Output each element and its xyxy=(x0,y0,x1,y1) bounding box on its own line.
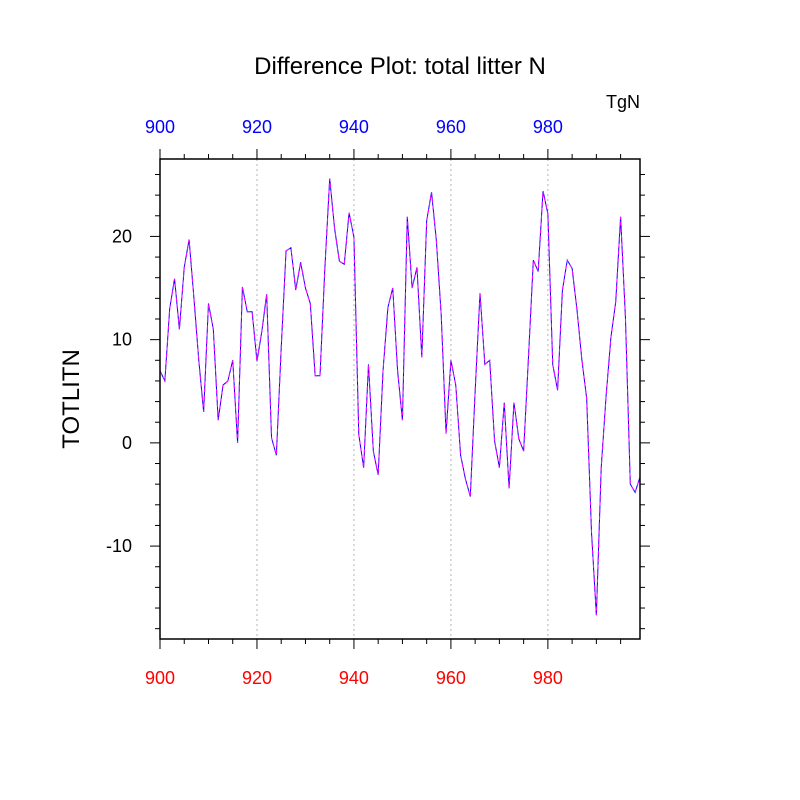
x-tick-label-top-920: 920 xyxy=(242,117,272,137)
axis-ticks xyxy=(150,149,650,649)
y-tick-label-20: 20 xyxy=(112,226,132,246)
y-axis-label: TOTLITN xyxy=(58,349,85,449)
x-tick-label-bottom-900: 900 xyxy=(145,668,175,688)
tick-labels: 900 900 920 920 940 940 960 960 980 980 -10 0 10 20 xyxy=(106,117,563,688)
x-tick-label-bottom-960: 960 xyxy=(436,668,466,688)
plot-frame xyxy=(159,158,641,640)
x-tick-label-top-960: 960 xyxy=(436,117,466,137)
series-line-2 xyxy=(159,178,641,616)
series-line-1 xyxy=(159,178,641,616)
x-tick-label-top-940: 940 xyxy=(339,117,369,137)
x-tick-label-bottom-980: 980 xyxy=(533,668,563,688)
x-tick-label-bottom-920: 920 xyxy=(242,668,272,688)
series-layer xyxy=(159,178,641,616)
x-tick-label-bottom-940: 940 xyxy=(339,668,369,688)
units-label: TgN xyxy=(606,92,640,112)
x-tick-label-top-900: 900 xyxy=(145,117,175,137)
y-tick-label-10: 10 xyxy=(112,330,132,350)
chart-title: Difference Plot: total litter N xyxy=(254,53,546,80)
x-tick-label-top-980: 980 xyxy=(533,117,563,137)
y-tick-label--10: -10 xyxy=(106,536,132,556)
grid-lines xyxy=(256,159,549,639)
y-tick-label-0: 0 xyxy=(122,433,132,453)
